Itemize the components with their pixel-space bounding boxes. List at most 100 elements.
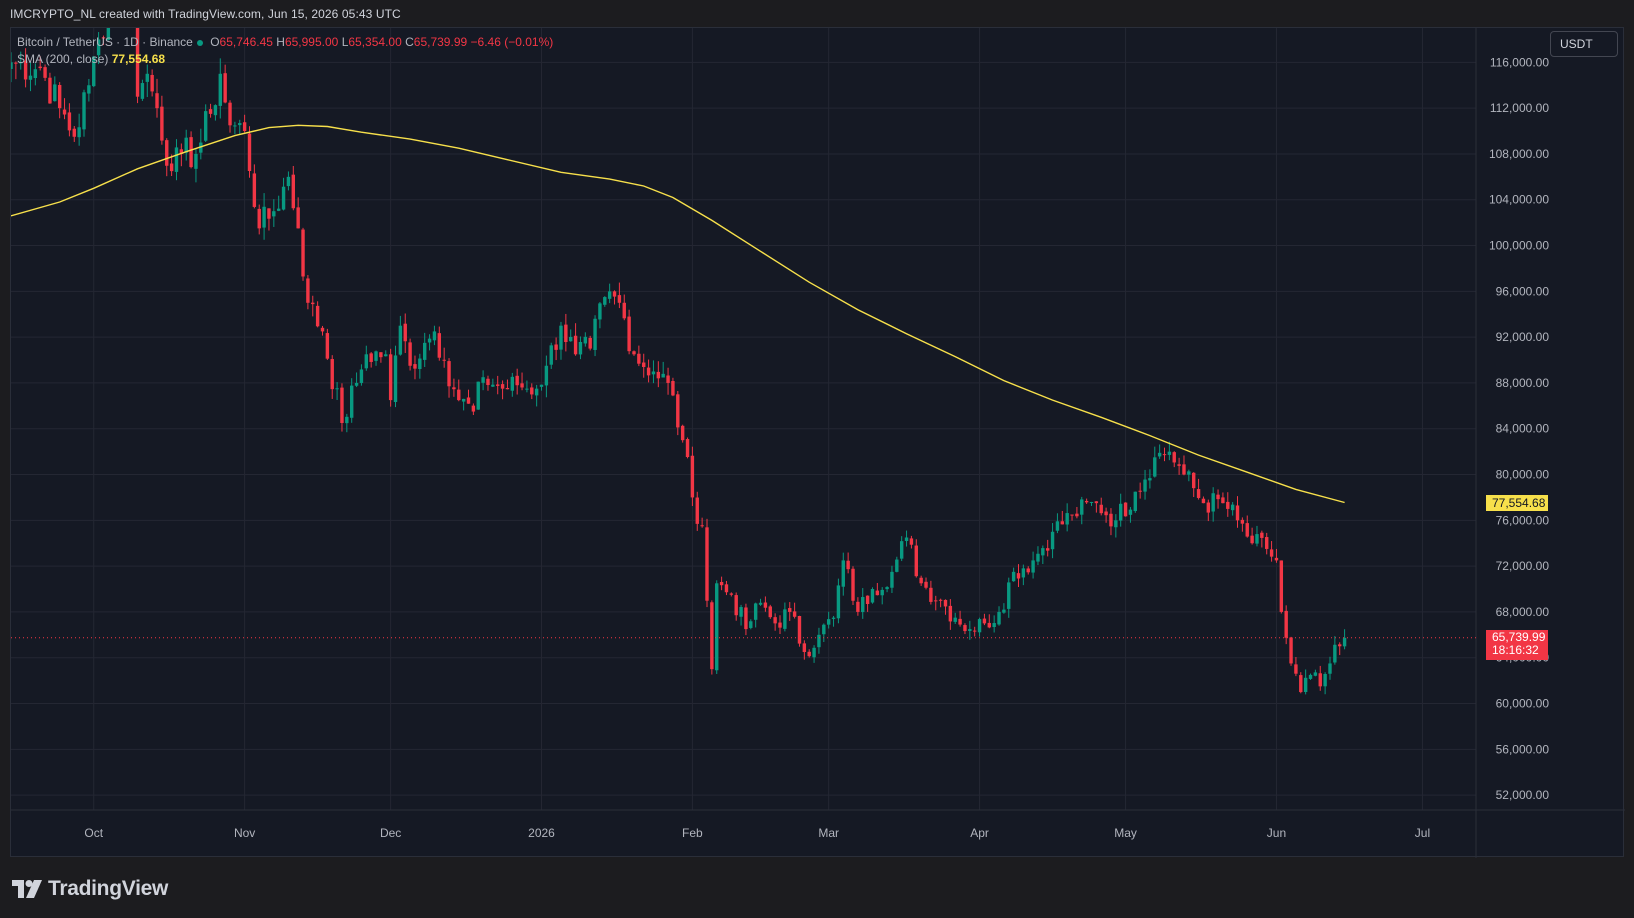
candle (788, 602, 792, 621)
candle-body (812, 647, 816, 658)
candle-body (1226, 501, 1230, 509)
candle-body (1128, 509, 1133, 515)
candle (948, 599, 953, 630)
candle (515, 368, 519, 395)
candle (797, 615, 802, 647)
candle-body (802, 643, 807, 652)
sma-legend-row: SMA (200, close) 77,554.68 (17, 51, 553, 68)
y-tick-label: 56,000.00 (1496, 742, 1550, 756)
candle-body (1216, 494, 1220, 500)
candle (77, 113, 81, 146)
candle-body (1289, 637, 1293, 664)
candle-body (92, 56, 96, 87)
candle (807, 649, 811, 658)
candle (729, 592, 734, 597)
candle (1240, 517, 1245, 532)
candle (471, 403, 476, 416)
candle (802, 640, 807, 660)
candle (1143, 469, 1147, 500)
candle (758, 598, 763, 606)
candle (330, 355, 334, 399)
candle (1221, 492, 1225, 504)
candle-body (822, 624, 826, 635)
candle (1153, 446, 1157, 478)
candle-body (315, 305, 320, 327)
candle-body (1065, 513, 1069, 525)
candle (1128, 507, 1133, 523)
candle (1114, 514, 1118, 538)
candle-body (96, 39, 101, 56)
candle (899, 536, 904, 562)
candle-body (145, 73, 149, 82)
candle (315, 301, 320, 328)
candle-body (189, 137, 193, 168)
candle (135, 28, 140, 104)
candle-body (851, 568, 855, 601)
low-value: 65,354.00 (348, 35, 402, 49)
sma-price-tag: 77,554.68 (1486, 494, 1548, 511)
candle-body (296, 207, 300, 229)
currency-button[interactable]: USDT (1550, 31, 1618, 57)
candle (1196, 478, 1201, 500)
price-chart[interactable]: 52,000.0056,000.0060,000.0064,000.0068,0… (11, 28, 1625, 858)
candle-body (895, 559, 899, 572)
candle-body (963, 625, 967, 632)
candle (1099, 497, 1103, 516)
candle (291, 165, 295, 211)
candle (101, 35, 106, 46)
candle (739, 604, 743, 626)
candle (267, 208, 271, 231)
candle-body (140, 83, 145, 99)
chart-pane[interactable]: 52,000.0056,000.0060,000.0064,000.0068,0… (10, 27, 1625, 858)
y-tick-label: 108,000.00 (1489, 147, 1549, 161)
y-tick-label: 88,000.00 (1496, 376, 1550, 390)
candle (301, 227, 305, 281)
candle (1075, 506, 1079, 519)
candle (413, 355, 417, 380)
symbol-label[interactable]: Bitcoin / TetherUS · 1D · Binance (17, 35, 193, 49)
candle (53, 76, 57, 102)
chart-legend: Bitcoin / TetherUS · 1D · Binance O65,74… (17, 34, 553, 68)
candle-body (1303, 677, 1308, 693)
candle-body (831, 617, 836, 619)
y-tick-label: 72,000.00 (1496, 559, 1550, 573)
candle (43, 64, 47, 82)
candle (680, 424, 685, 443)
candle (150, 69, 154, 97)
y-tick-label: 60,000.00 (1496, 697, 1550, 711)
candle (1284, 605, 1288, 645)
candle-body (1157, 452, 1162, 457)
candle (1313, 669, 1318, 677)
candle-body (247, 133, 252, 172)
candle (1118, 493, 1123, 527)
candle-body (194, 153, 198, 169)
candle (286, 171, 291, 191)
candle-body (744, 607, 748, 630)
candle (914, 539, 918, 578)
candle (861, 588, 865, 619)
candle-body (1109, 513, 1113, 527)
sma-label[interactable]: SMA (200, close) (17, 52, 109, 66)
candle-body (685, 439, 690, 458)
candle-body (569, 336, 573, 342)
candle (82, 89, 86, 137)
candle (1084, 498, 1089, 505)
candle-body (753, 603, 758, 620)
candle (247, 126, 252, 178)
candle-body (43, 67, 47, 78)
candle (106, 28, 111, 41)
candle-body (457, 389, 461, 401)
candle-body (700, 525, 704, 527)
candle-body (554, 344, 558, 350)
candle-body (413, 364, 417, 369)
candle-body (1016, 573, 1021, 579)
candle-body (992, 623, 996, 628)
candle-body (943, 599, 948, 607)
candle-body (1265, 537, 1269, 549)
tradingview-logo[interactable]: TradingView (12, 877, 168, 901)
candle (1080, 496, 1084, 525)
candle (1089, 501, 1094, 506)
candle (676, 390, 680, 436)
candle-body (958, 618, 962, 625)
candle-body (349, 385, 354, 418)
